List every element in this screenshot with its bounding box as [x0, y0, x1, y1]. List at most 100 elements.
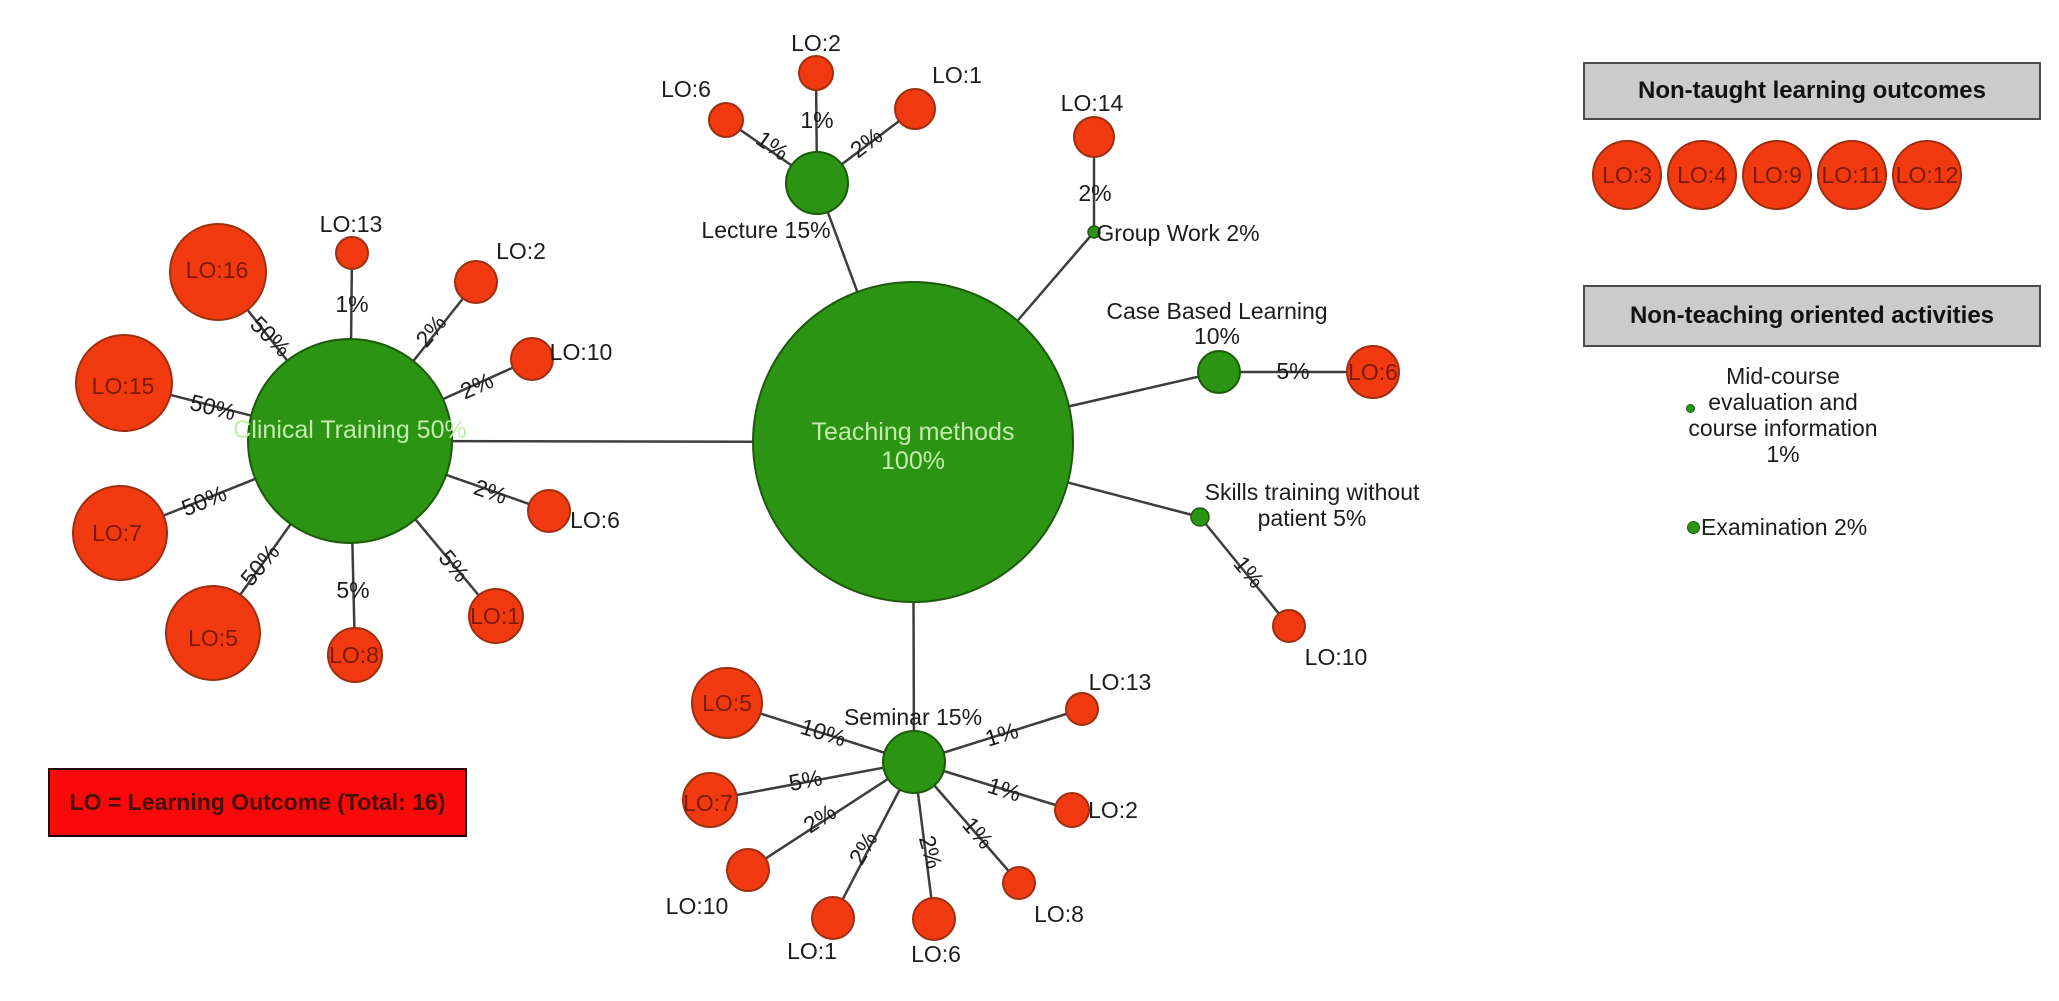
s-lo8-label: LO:8 — [1034, 901, 1084, 927]
edge-seminar-s-lo7 — [709, 760, 915, 802]
examination-label: Examination 2% — [1701, 514, 1868, 540]
node-g-lo14 — [1073, 116, 1115, 158]
node-c-lo1 — [468, 588, 524, 644]
edge-label-clinical-lo2: 2% — [410, 310, 451, 352]
node-b-lo6 — [1346, 345, 1400, 399]
s-lo6-label: LO:6 — [911, 941, 961, 967]
node-s-lo8 — [1002, 866, 1036, 900]
mid-course-dot-icon — [1686, 404, 1695, 413]
node-c-lo2 — [454, 260, 498, 304]
node-l-lo1 — [894, 88, 936, 130]
s-lo13-label: LO:13 — [1089, 669, 1152, 695]
node-s-lo5 — [691, 667, 763, 739]
edge-label-seminar-lo2: 1% — [985, 772, 1024, 807]
node-s-lo1 — [811, 896, 855, 940]
edge-skills-k-lo10 — [1199, 516, 1290, 627]
mid-course-line4: 1% — [1766, 441, 1800, 467]
node-s-lo10 — [726, 848, 770, 892]
c-lo2-label: LO:2 — [496, 238, 546, 264]
s-lo5-label: LO:5 — [702, 690, 752, 716]
legend-examination: Examination 2% — [1687, 514, 1867, 541]
c-lo6-label: LO:6 — [570, 507, 620, 533]
mid-course-line3: course information — [1688, 415, 1878, 441]
node-groupwork — [1087, 225, 1101, 239]
edge-seminar-s-lo10 — [747, 760, 915, 872]
s-lo7-label: LO:7 — [683, 790, 733, 816]
s-lo1-label: LO:1 — [787, 938, 837, 964]
edge-label-cbl-lo6: 5% — [1276, 358, 1309, 384]
edge-label-clinical-lo13: 1% — [335, 291, 368, 317]
edge-label-seminar-lo5: 10% — [798, 713, 850, 751]
cbl-label-line2: 10% — [1194, 323, 1240, 349]
edge-label-groupwork-lo14: 2% — [1078, 180, 1111, 206]
c-lo15-label: LO:15 — [92, 373, 155, 399]
lo-note-box: LO = Learning Outcome (Total: 16) — [48, 768, 467, 837]
legend-mid-course: Mid-course evaluation and course informa… — [1687, 363, 1879, 467]
legend-outcome-lo9: LO:9 — [1742, 140, 1812, 210]
legend-outcome-lo4: LO:4 — [1667, 140, 1737, 210]
node-skills — [1190, 507, 1210, 527]
node-c-lo13 — [335, 236, 369, 270]
node-c-lo8 — [327, 627, 383, 683]
node-c-lo10 — [510, 337, 554, 381]
c-lo8-label: LO:8 — [329, 642, 379, 668]
examination-dot-icon — [1687, 521, 1700, 534]
b-lo6-label: LO:6 — [1348, 359, 1398, 385]
l-lo6-label: LO:6 — [661, 76, 711, 102]
node-l-lo2 — [798, 55, 834, 91]
node-s-lo6 — [912, 897, 956, 941]
groupwork-label: Group Work 2% — [1096, 220, 1259, 246]
skills-label-line2: patient 5% — [1258, 505, 1367, 531]
c-lo13-label: LO:13 — [320, 211, 383, 237]
c-lo7-label: LO:7 — [92, 520, 142, 546]
edge-label-seminar-lo13: 1% — [982, 717, 1021, 752]
node-c-lo6 — [527, 489, 571, 533]
edge-label-clinical-lo15: 50% — [187, 389, 238, 425]
cbl-label-line1: Case Based Learning — [1106, 298, 1327, 324]
k-lo10-label: LO:10 — [1305, 644, 1368, 670]
l-lo1-label: LO:1 — [932, 62, 982, 88]
s-lo10-label: LO:10 — [666, 893, 729, 919]
node-tm — [752, 281, 1074, 603]
legend-outcome-lo12: LO:12 — [1892, 140, 1962, 210]
lo-note-text: LO = Learning Outcome (Total: 16) — [69, 789, 446, 815]
edge-label-clinical-lo8: 5% — [336, 577, 369, 603]
edge-label-clinical-lo1: 5% — [433, 545, 474, 587]
node-c-lo15 — [75, 334, 173, 432]
node-lecture — [785, 151, 849, 215]
lecture-label: Lecture 15% — [701, 217, 830, 243]
node-s-lo13 — [1065, 692, 1099, 726]
edge-label-lecture-lo6: 1% — [752, 125, 794, 165]
c-lo10-label: LO:10 — [550, 339, 613, 365]
node-c-lo16 — [169, 223, 267, 321]
node-s-lo7 — [682, 772, 738, 828]
edge-label-seminar-lo6: 2% — [914, 833, 948, 872]
mid-course-line2: evaluation and — [1708, 389, 1858, 415]
tm-label-line1: Teaching methods — [812, 418, 1015, 446]
c-lo1-label: LO:1 — [470, 603, 520, 629]
node-l-lo6 — [708, 102, 744, 138]
edge-label-seminar-lo7: 5% — [787, 764, 825, 796]
legend-non-taught-title: Non-taught learning outcomes — [1638, 77, 1986, 104]
edge-label-lecture-lo2: 1% — [800, 107, 833, 133]
edge-label-clinical-lo7: 50% — [178, 480, 230, 521]
legend-outcome-lo3: LO:3 — [1592, 140, 1662, 210]
s-lo2-label: LO:2 — [1088, 797, 1138, 823]
g-lo14-label: LO:14 — [1061, 90, 1124, 116]
legend-outcome-lo11: LO:11 — [1817, 140, 1887, 210]
node-c-lo7 — [72, 485, 168, 581]
node-seminar — [882, 730, 946, 794]
clinical-label: Clinical Training 50% — [233, 416, 466, 444]
legend-non-taught-header: Non-taught learning outcomes — [1583, 62, 2041, 120]
edge-label-skills-lo10: 1% — [1228, 551, 1269, 593]
seminar-label: Seminar 15% — [844, 704, 982, 730]
mid-course-line1: Mid-course — [1726, 363, 1840, 389]
node-c-lo5 — [165, 585, 261, 681]
tm-label-line2: 100% — [881, 447, 945, 475]
node-k-lo10 — [1272, 609, 1306, 643]
c-lo5-label: LO:5 — [188, 625, 238, 651]
legend-non-teaching-header: Non-teaching oriented activities — [1583, 285, 2041, 347]
legend-non-taught-circles: LO:3 LO:4 LO:9 LO:11 LO:12 — [1592, 140, 1962, 210]
edge-label-clinical-lo6: 2% — [471, 474, 511, 509]
